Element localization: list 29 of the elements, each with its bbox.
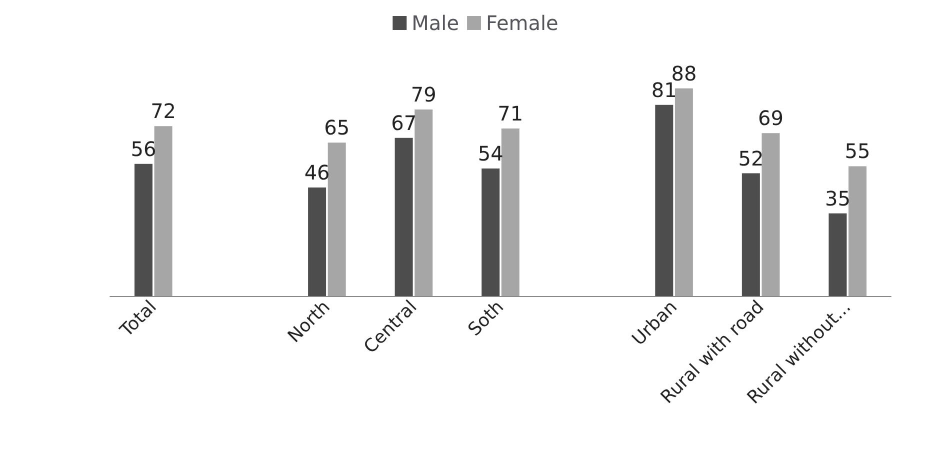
data-label: 79 [410, 82, 436, 107]
bar [848, 166, 867, 296]
bar [414, 110, 433, 296]
bar [154, 126, 172, 296]
bar [394, 138, 413, 296]
data-label: 65 [324, 116, 350, 140]
data-label: 69 [758, 106, 784, 130]
bar [674, 88, 693, 296]
bar [501, 128, 520, 296]
data-label: 46 [304, 160, 330, 184]
bar [762, 133, 780, 296]
bar [655, 104, 674, 296]
bar [482, 168, 500, 296]
data-label: 55 [844, 139, 870, 164]
bar [308, 187, 326, 296]
bar [328, 142, 346, 296]
data-label: 71 [498, 101, 524, 126]
legend-label: Male [412, 11, 460, 35]
data-label: 52 [738, 146, 764, 170]
bar [828, 213, 847, 296]
data-label: 56 [130, 136, 156, 161]
legend-label: Female [486, 11, 558, 35]
data-label: 72 [150, 99, 176, 124]
data-label: 54 [478, 142, 504, 166]
bar [742, 173, 760, 296]
data-label: 88 [671, 61, 697, 86]
data-label: 35 [824, 186, 850, 210]
data-label: 67 [391, 110, 417, 135]
bar [134, 164, 152, 296]
